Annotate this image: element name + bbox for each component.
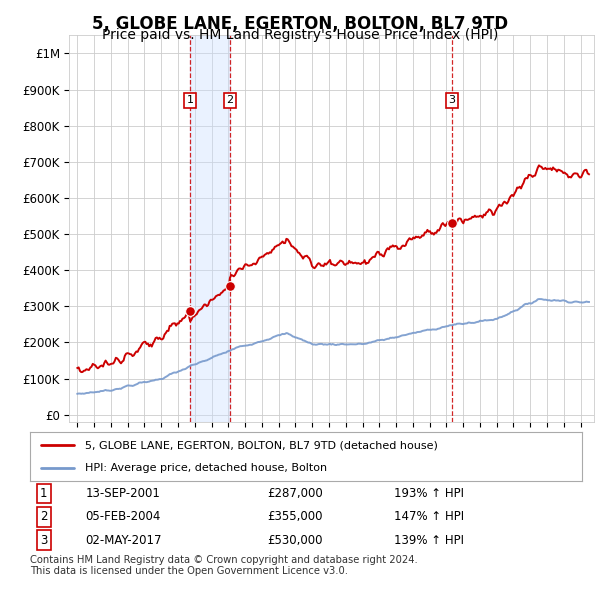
Text: 5, GLOBE LANE, EGERTON, BOLTON, BL7 9TD (detached house): 5, GLOBE LANE, EGERTON, BOLTON, BL7 9TD …: [85, 440, 438, 450]
Text: 3: 3: [40, 533, 47, 546]
Text: 13-SEP-2001: 13-SEP-2001: [85, 487, 160, 500]
Text: £287,000: £287,000: [268, 487, 323, 500]
Text: 139% ↑ HPI: 139% ↑ HPI: [394, 533, 464, 546]
Text: 2: 2: [40, 510, 47, 523]
Text: HPI: Average price, detached house, Bolton: HPI: Average price, detached house, Bolt…: [85, 463, 328, 473]
Text: 1: 1: [187, 96, 193, 106]
Text: Contains HM Land Registry data © Crown copyright and database right 2024.
This d: Contains HM Land Registry data © Crown c…: [30, 555, 418, 576]
Text: 2: 2: [226, 96, 233, 106]
Text: 1: 1: [40, 487, 47, 500]
Text: Price paid vs. HM Land Registry's House Price Index (HPI): Price paid vs. HM Land Registry's House …: [102, 28, 498, 42]
Text: 3: 3: [448, 96, 455, 106]
Text: 147% ↑ HPI: 147% ↑ HPI: [394, 510, 464, 523]
Text: £355,000: £355,000: [268, 510, 323, 523]
Text: 02-MAY-2017: 02-MAY-2017: [85, 533, 162, 546]
Text: 5, GLOBE LANE, EGERTON, BOLTON, BL7 9TD: 5, GLOBE LANE, EGERTON, BOLTON, BL7 9TD: [92, 15, 508, 33]
Text: £530,000: £530,000: [268, 533, 323, 546]
Text: 05-FEB-2004: 05-FEB-2004: [85, 510, 161, 523]
Text: 193% ↑ HPI: 193% ↑ HPI: [394, 487, 464, 500]
Bar: [190, 35, 230, 422]
